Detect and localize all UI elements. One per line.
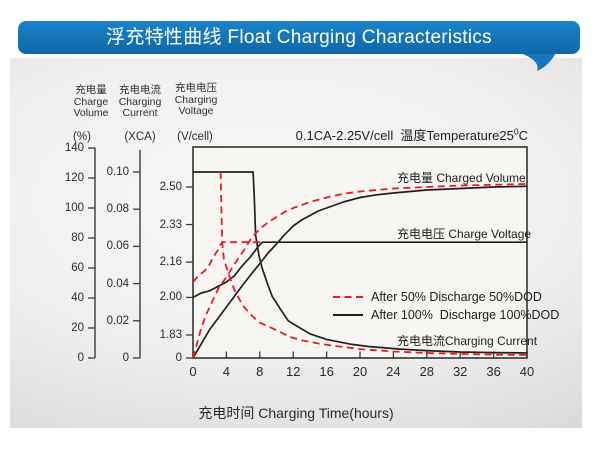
y-tick-label-percent: 120 [64, 172, 84, 184]
axis-unit-vcell: (V/cell) [177, 131, 213, 143]
legend-label: After 50% Discharge 50%DOD [371, 290, 542, 304]
y-tick-label-percent: 100 [64, 202, 84, 214]
y-tick-label-vcell: 2.16 [159, 256, 182, 269]
axis-title-zh: 充电量 [75, 84, 107, 96]
curve-charging_current_50dod [219, 171, 528, 356]
axis-unit-percent: (%) [73, 131, 91, 143]
y-tick-label-xca: 0.02 [106, 314, 129, 327]
degree-symbol: 0 [513, 126, 519, 137]
curve-charging_current_100dod [193, 171, 528, 354]
header-banner: 浮充特性曲线 Float Charging Characteristics [18, 21, 580, 54]
label-charge-voltage: 充电电压 Charge Voltage [397, 227, 532, 241]
axis-header-charging-voltage: 充电电压 Charging Voltage [164, 82, 228, 118]
x-tick-label: 32 [452, 364, 468, 379]
curve-charged_volume_100dod [192, 185, 528, 359]
x-tick-label: 16 [319, 364, 334, 379]
test-condition: 0.1CA-2.25V/cell 温度Temperature250C [250, 125, 528, 144]
y-tick-label-xca: 0 [122, 352, 129, 364]
chart-title: 浮充特性曲线 Float Charging Characteristics [106, 27, 492, 48]
axis-title-en: Charge [73, 95, 109, 108]
axis-unit-xca: (XCA) [124, 131, 156, 143]
curve-charged_volume_50dod [192, 183, 528, 359]
y-tick-label-percent: 40 [71, 292, 84, 304]
legend-item: After 100% Discharge 100%DOD [333, 308, 559, 322]
y-tick-label-xca: 0.04 [106, 277, 129, 290]
axis-title-zh: 充电电流 [119, 84, 161, 96]
x-tick-label: 24 [386, 364, 401, 379]
x-tick-label: 12 [285, 364, 301, 379]
y-tick-label-percent: 0 [77, 352, 84, 364]
y-tick-label-percent: 20 [71, 322, 84, 334]
axis-title-en: Charging [118, 95, 162, 108]
axis-title-zh: 充电电压 [175, 82, 217, 94]
x-tick-label: 40 [519, 364, 535, 379]
label-charging-current: 充电电流Charging Current [397, 334, 538, 348]
x-tick-label: 28 [419, 364, 435, 379]
legend-item: After 50% Discharge 50%DOD [333, 290, 542, 304]
axis-title-en: Current [122, 107, 158, 119]
banner-tail [511, 50, 557, 71]
y-tick-label-xca: 0.10 [106, 166, 129, 178]
axis-title-en: Voltage [178, 105, 214, 117]
y-tick-label-xca: 0.08 [106, 203, 129, 216]
legend-line-dashed-icon [333, 296, 363, 298]
y-tick-label-vcell: 0 [175, 352, 182, 364]
test-condition-unit: C [518, 128, 528, 143]
y-tick-label-xca: 0.06 [106, 240, 129, 253]
x-tick-label: 36 [486, 364, 501, 379]
x-tick-label: 4 [222, 364, 231, 379]
x-tick-label: 0 [189, 364, 197, 379]
label-charged-volume: 充电量 Charged Volume [397, 171, 526, 185]
y-tick-label-percent: 80 [71, 232, 84, 244]
y-tick-label-percent: 140 [64, 142, 84, 154]
plot-area [192, 146, 528, 359]
legend-label: After 100% Discharge 100%DOD [371, 308, 560, 322]
x-axis-label: 充电时间 Charging Time(hours) [198, 405, 394, 421]
axis-title-en: Volume [73, 107, 109, 119]
legend-line-solid-icon [333, 314, 363, 316]
test-condition-text: 0.1CA-2.25V/cell 温度Temperature25 [295, 128, 514, 143]
axis-title-en: Charging [174, 93, 218, 106]
axis-header-charging-current: 充电电流 Charging Current [108, 84, 172, 120]
x-tick-label: 8 [256, 364, 264, 379]
x-tick-label: 20 [352, 364, 368, 379]
y-tick-label-vcell: 2.00 [159, 291, 182, 304]
y-tick-label-vcell: 2.33 [159, 218, 182, 231]
axis-header-charge-volume: 充电量 Charge Volume [59, 84, 123, 120]
y-tick-label-vcell: 2.50 [159, 181, 182, 193]
y-tick-label-vcell: 1.83 [159, 329, 182, 341]
y-tick-label-percent: 60 [71, 262, 84, 274]
